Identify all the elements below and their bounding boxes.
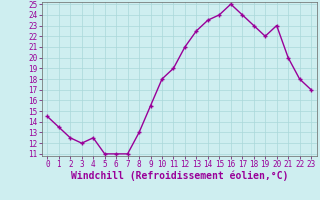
X-axis label: Windchill (Refroidissement éolien,°C): Windchill (Refroidissement éolien,°C) xyxy=(70,171,288,181)
